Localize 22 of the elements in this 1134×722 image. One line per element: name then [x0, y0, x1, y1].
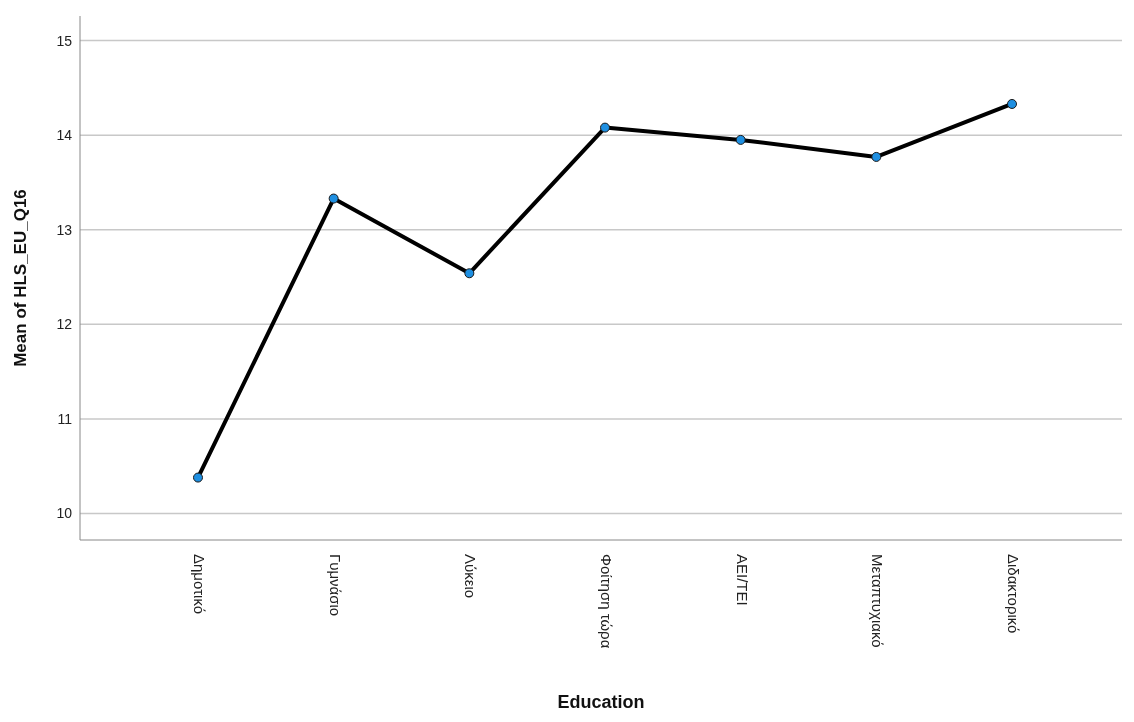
- y-axis-title: Mean of HLS_EU_Q16: [11, 189, 31, 367]
- x-tick-label: Μεταπτυχιακό: [869, 554, 887, 648]
- y-tick-label: 13: [56, 221, 73, 238]
- point: [1007, 98, 1017, 109]
- x-tick-label: Γυμνάσιο: [326, 554, 344, 617]
- y-tick-label: 12: [56, 316, 73, 333]
- x-tick-label: Διδακτορικό: [1005, 554, 1023, 634]
- x-axis-title: Education: [557, 692, 645, 712]
- point: [735, 134, 746, 145]
- x-tick-label: Λύκειο: [462, 554, 480, 599]
- point: [464, 268, 475, 279]
- y-tick-label: 11: [57, 410, 73, 427]
- y-tick-label: 15: [56, 32, 73, 49]
- x-tick-label: Δημοτικό: [191, 554, 209, 615]
- point: [328, 193, 339, 204]
- y-tick-label: 14: [56, 127, 73, 144]
- x-tick-label: ΑΕΙ/ΤΕΙ: [733, 554, 751, 606]
- point: [871, 151, 882, 162]
- x-tick-label: Φοίτηση τώρα: [598, 554, 616, 649]
- point: [600, 122, 610, 133]
- y-tick-label: 10: [56, 505, 73, 522]
- point: [193, 472, 203, 483]
